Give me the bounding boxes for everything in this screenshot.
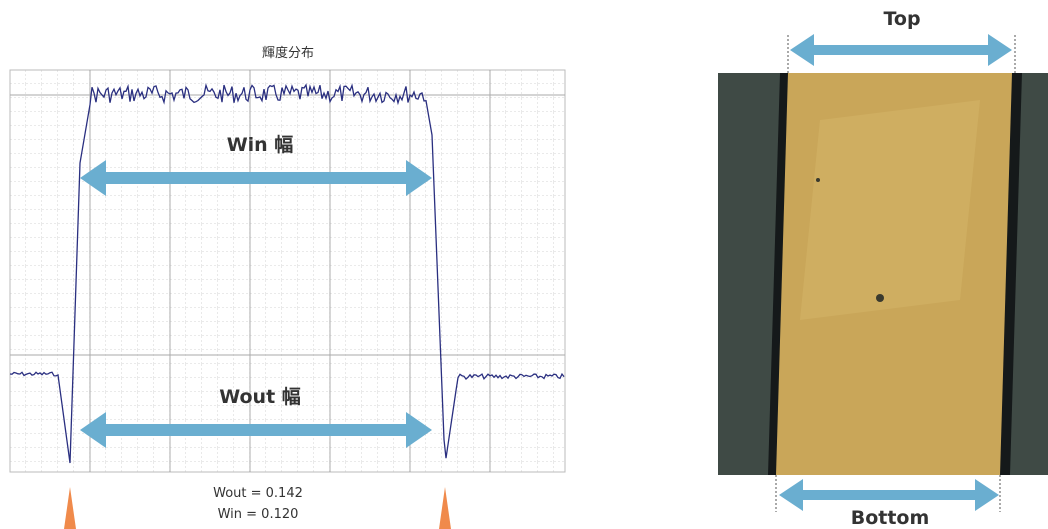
- top-arrow: [790, 34, 1012, 66]
- page: 輝度分布 Win 幅 Wout 幅 Wout = 0.142 Win = 0.1…: [0, 0, 1048, 529]
- spot: [876, 294, 884, 302]
- plot: 輝度分布 Win 幅 Wout 幅 Wout = 0.142 Win = 0.1…: [10, 45, 565, 529]
- wout-label: Wout 幅: [219, 385, 301, 408]
- edge-marker: [64, 487, 76, 529]
- top-label: Top: [883, 8, 920, 30]
- bottom-label: Bottom: [851, 507, 930, 529]
- plot-area: [10, 70, 565, 472]
- result: Win = 0.120: [218, 507, 299, 522]
- plot-title: 輝度分布: [262, 45, 314, 61]
- texture: [800, 100, 980, 320]
- figure: 輝度分布 Win 幅 Wout 幅 Wout = 0.142 Win = 0.1…: [0, 0, 1048, 529]
- win-label: Win 幅: [227, 133, 294, 156]
- result: Wout = 0.142: [213, 486, 303, 501]
- photo: Top Bottom: [718, 8, 1048, 529]
- spot: [816, 178, 820, 182]
- edge-marker: [439, 487, 451, 529]
